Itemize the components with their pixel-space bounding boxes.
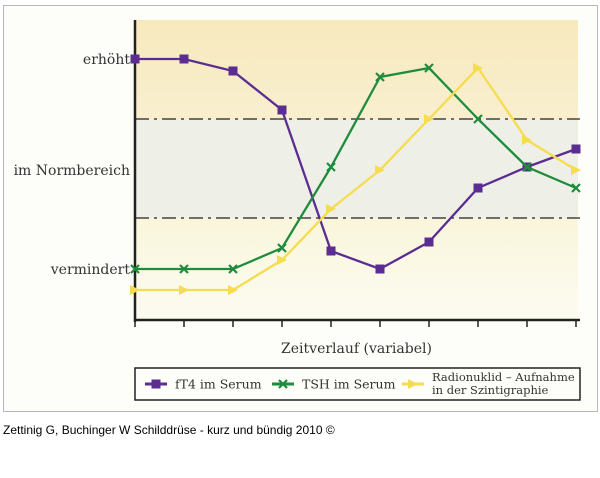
x-stroke bbox=[326, 162, 336, 172]
data-point bbox=[424, 114, 434, 124]
data-point bbox=[473, 183, 483, 193]
x-stroke bbox=[424, 63, 434, 73]
legend-marker bbox=[278, 379, 288, 389]
legend-marker bbox=[151, 379, 161, 389]
x-stroke bbox=[179, 264, 189, 274]
data-point bbox=[571, 183, 581, 193]
x-stroke bbox=[228, 264, 238, 274]
legend-label: Radionuklid – Aufnahme bbox=[432, 370, 575, 384]
data-point bbox=[375, 165, 385, 175]
data-point bbox=[571, 165, 581, 175]
data-point bbox=[571, 144, 581, 154]
data-point bbox=[473, 114, 483, 124]
series-line bbox=[135, 57, 577, 271]
series-2 bbox=[130, 63, 581, 295]
x-stroke bbox=[375, 72, 385, 82]
data-point bbox=[522, 162, 532, 172]
caption: Zettinig G, Buchinger W Schilddrüse - ku… bbox=[3, 423, 335, 437]
data-point bbox=[326, 204, 336, 214]
legend-box bbox=[134, 367, 581, 401]
legend: fT4 im Serum TSH im Serum Radionuklid – Au… bbox=[134, 367, 581, 401]
data-point bbox=[522, 135, 532, 145]
legend-marker bbox=[408, 379, 418, 389]
data-point bbox=[179, 264, 189, 274]
data-point bbox=[375, 264, 385, 274]
data-point bbox=[277, 243, 287, 253]
legend-label: TSH im Serum bbox=[302, 377, 396, 392]
x-stroke bbox=[571, 183, 581, 193]
series-line bbox=[135, 66, 577, 271]
data-point bbox=[326, 162, 336, 172]
y-tick-label: im Normbereich bbox=[14, 163, 130, 179]
data-point bbox=[277, 105, 287, 115]
data-point bbox=[424, 63, 434, 73]
x-axis-label: Zeitverlauf (variabel) bbox=[281, 341, 432, 357]
data-point bbox=[228, 264, 238, 274]
data-point bbox=[473, 63, 483, 73]
data-point bbox=[130, 285, 140, 295]
x-stroke bbox=[278, 379, 288, 389]
band-1 bbox=[135, 119, 578, 218]
data-point bbox=[326, 246, 336, 256]
legend-label: in der Szintigraphie bbox=[432, 383, 549, 397]
y-tick-label: vermindert bbox=[50, 262, 131, 278]
data-point bbox=[130, 264, 140, 274]
data-point bbox=[375, 72, 385, 82]
x-stroke bbox=[277, 243, 287, 253]
data-point bbox=[228, 285, 238, 295]
x-stroke bbox=[473, 114, 483, 124]
data-point bbox=[228, 66, 238, 76]
series-1 bbox=[130, 63, 581, 274]
band-0 bbox=[135, 20, 578, 119]
x-stroke bbox=[130, 264, 140, 274]
data-point bbox=[277, 255, 287, 265]
x-stroke bbox=[522, 162, 532, 172]
data-point bbox=[130, 54, 140, 64]
data-point bbox=[179, 54, 189, 64]
data-point bbox=[179, 285, 189, 295]
data-point bbox=[424, 237, 434, 247]
series-line bbox=[135, 66, 577, 292]
y-tick-label: erhöht bbox=[83, 52, 130, 68]
legend-label: fT4 im Serum bbox=[175, 377, 262, 392]
